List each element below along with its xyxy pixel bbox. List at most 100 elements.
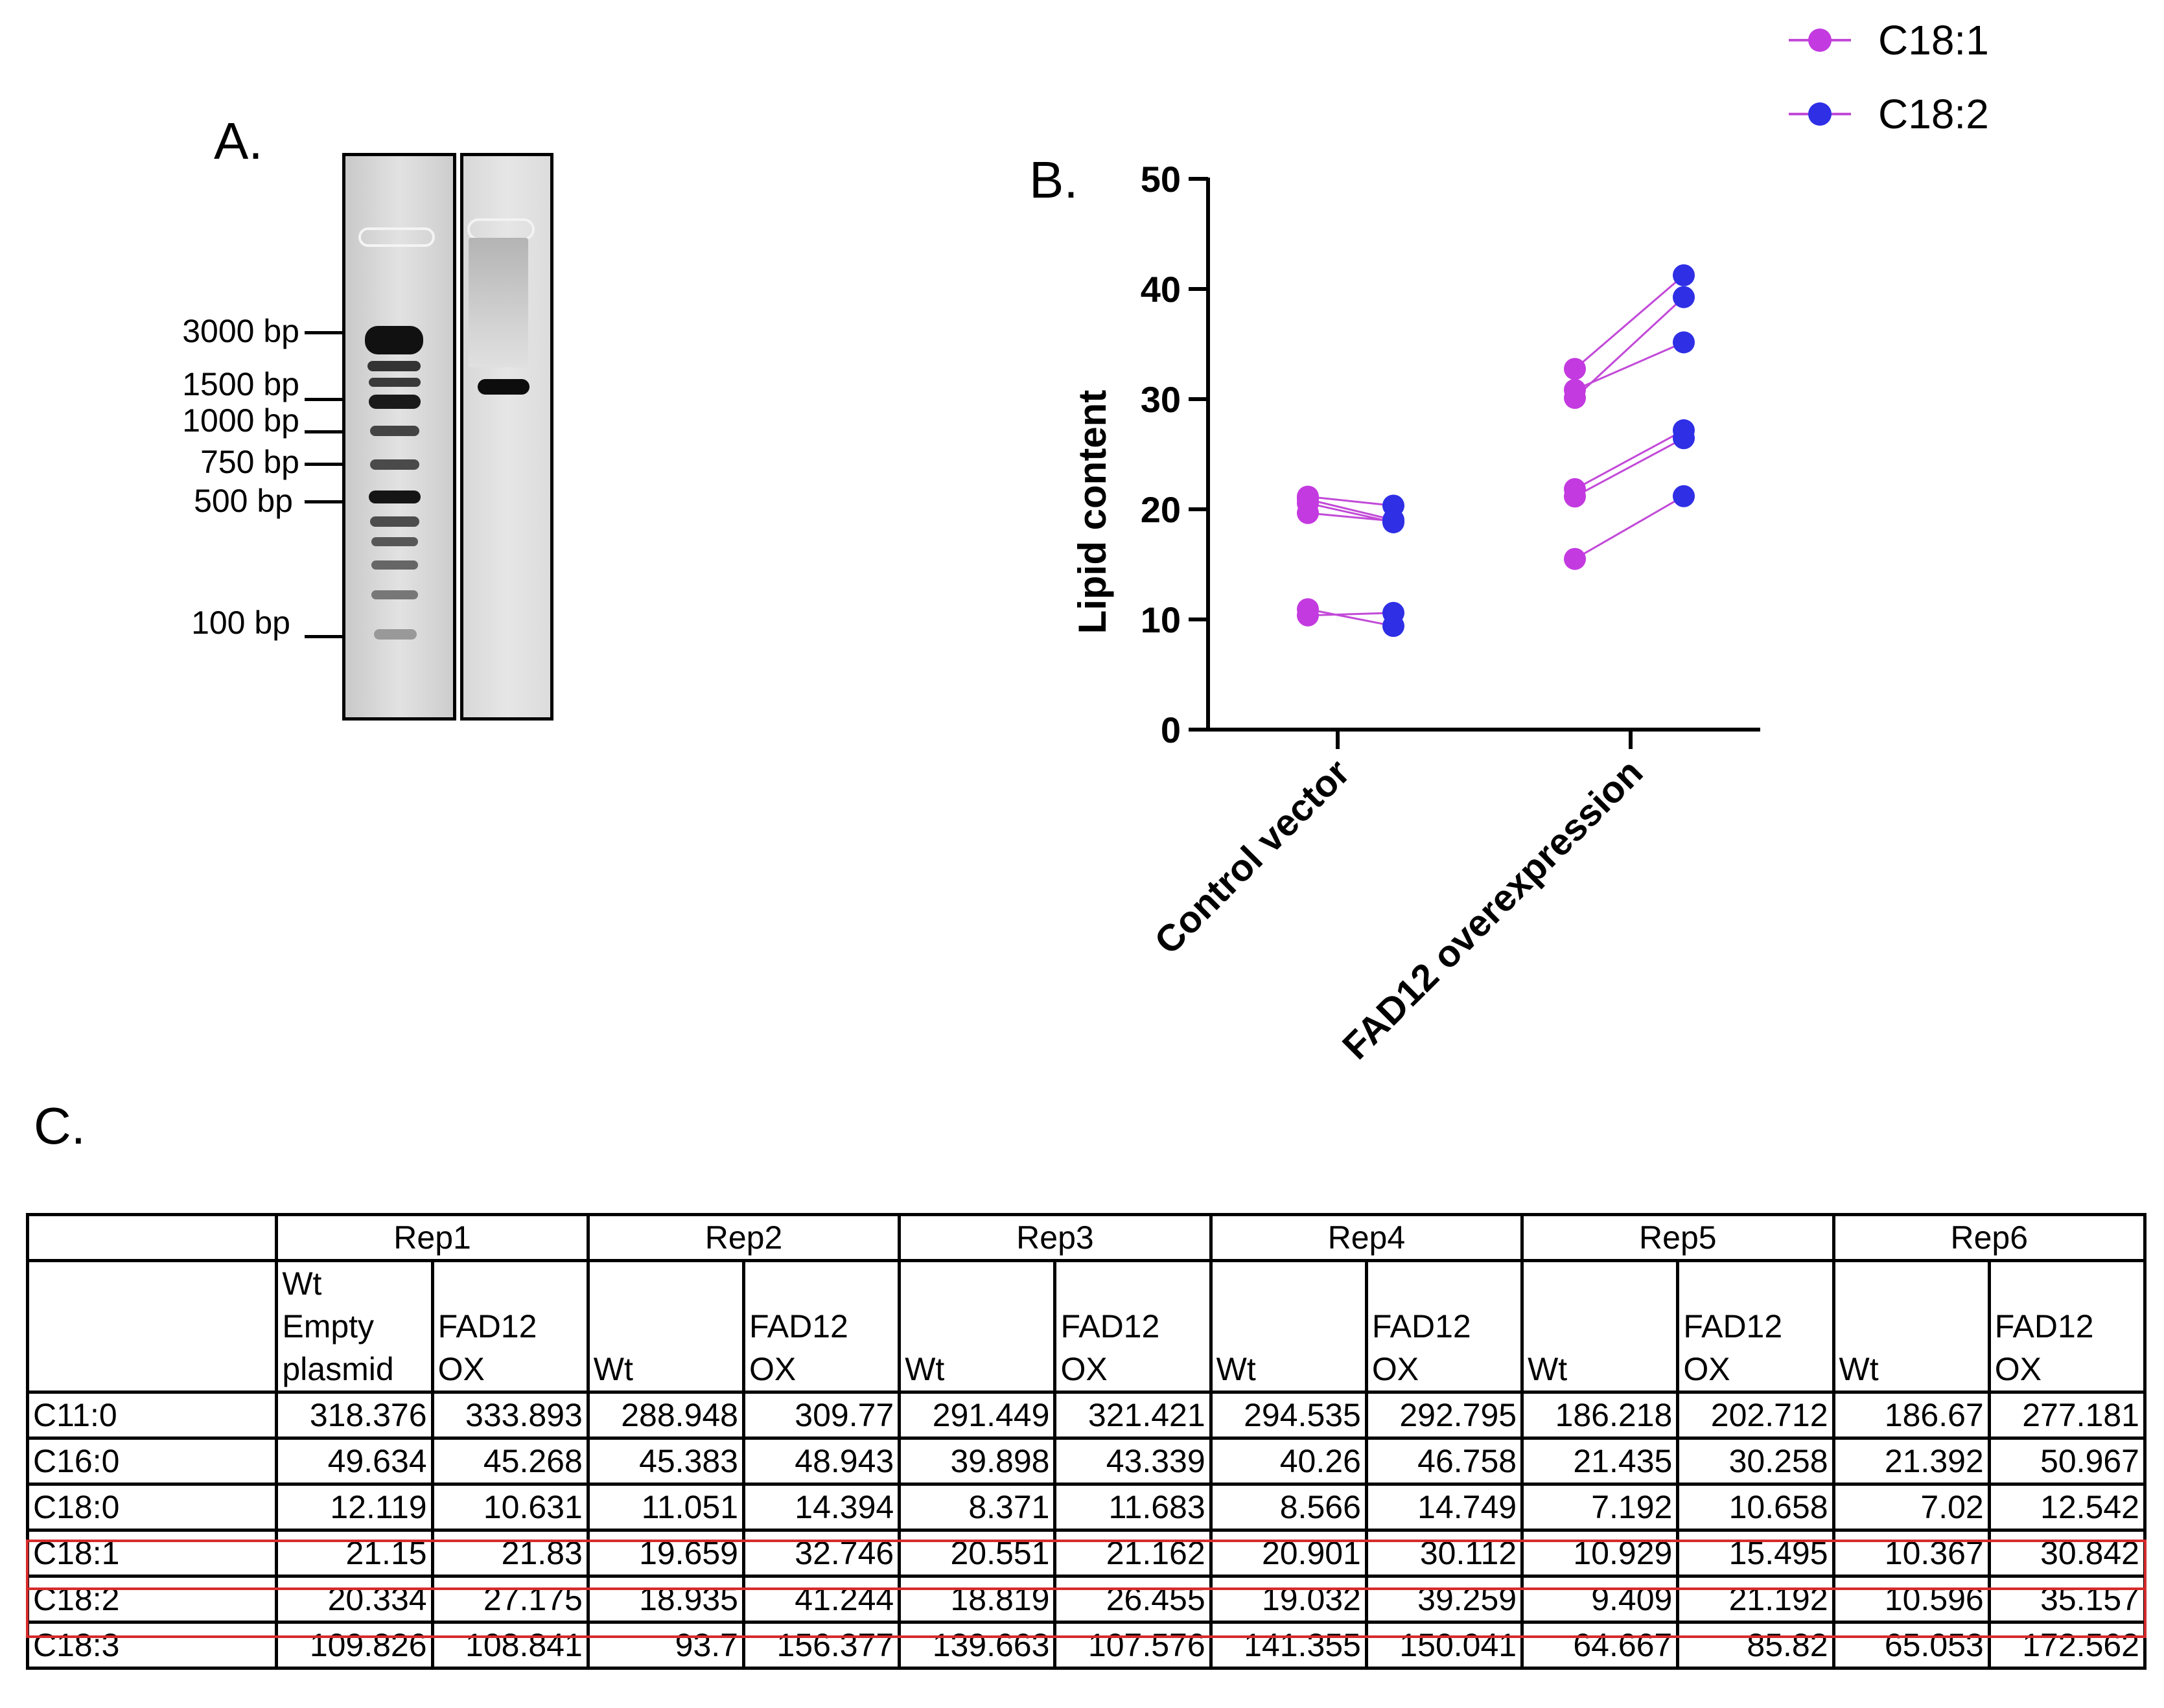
ladder-arrow xyxy=(305,331,343,334)
x-label-control-vector: Control vector xyxy=(1146,751,1358,962)
table-cell: 309.77 xyxy=(741,1391,902,1440)
table-cell: 64.667 xyxy=(1520,1621,1680,1670)
pair-lines xyxy=(1307,274,1685,627)
table-cell: 65.053 xyxy=(1832,1621,1991,1670)
gel-lane-sample xyxy=(460,153,553,721)
row-label: C18:0 xyxy=(25,1483,279,1532)
table-cell: 10.658 xyxy=(1676,1483,1835,1532)
condition-header-row: Wt Empty plasmid FAD12 OX Wt FAD12 OX Wt FAD1… xyxy=(25,1259,2147,1394)
chart-legend: C18:1 C18:2 xyxy=(1789,17,1989,137)
panel-label-b: B. xyxy=(1029,151,1078,209)
panel-label-a: A. xyxy=(214,112,263,170)
pair-line xyxy=(1307,498,1394,521)
y-tick-label: 20 xyxy=(1141,489,1181,530)
table-cell: 8.566 xyxy=(1209,1483,1368,1532)
table-cell: 333.893 xyxy=(430,1391,590,1440)
table-cell: 186.67 xyxy=(1832,1391,1991,1440)
rep-header: Rep6 xyxy=(1832,1213,2147,1262)
table-cell: 19.659 xyxy=(586,1529,746,1578)
y-axis-label: Lipid content xyxy=(1071,390,1114,634)
data-points xyxy=(1297,264,1695,638)
table-cell: 186.218 xyxy=(1520,1391,1680,1440)
table-cell: 150.041 xyxy=(1364,1621,1524,1670)
table-cell: 48.943 xyxy=(741,1437,902,1486)
gel-band xyxy=(369,490,421,503)
table-cell: 14.394 xyxy=(741,1483,902,1532)
point-c18-1 xyxy=(1564,548,1586,570)
ladder-label-1000: 1000 bp xyxy=(182,402,299,439)
ladder-arrow xyxy=(305,398,343,401)
table-cell: 49.634 xyxy=(275,1437,434,1486)
table-cell: 45.383 xyxy=(586,1437,746,1486)
table-cell: 11.051 xyxy=(586,1483,746,1532)
table-cell: 294.535 xyxy=(1209,1391,1368,1440)
table-cell: 107.576 xyxy=(1053,1621,1213,1670)
table-row: C16:0 49.634 45.268 45.383 48.943 39.898 43.33… xyxy=(25,1437,2147,1486)
table-cell: 291.449 xyxy=(898,1391,1057,1440)
table-cell: 39.898 xyxy=(898,1437,1057,1486)
condition-header: FAD12 OX xyxy=(741,1259,902,1394)
table-cell: 21.83 xyxy=(430,1529,590,1578)
pair-line xyxy=(1574,274,1684,370)
rep-header: Rep3 xyxy=(898,1213,1213,1262)
table-cell: 18.935 xyxy=(586,1575,746,1624)
table-cell: 20.334 xyxy=(275,1575,434,1624)
table-cell: 7.02 xyxy=(1832,1483,1991,1532)
condition-header: Wt xyxy=(586,1259,746,1394)
lipid-chart: C18:1 C18:2 0 10 20 30 40 50 Control vectorFAD… xyxy=(1071,17,1989,1067)
pair-line xyxy=(1307,502,1394,524)
y-tick-label: 40 xyxy=(1141,269,1181,310)
y-tick-label: 50 xyxy=(1141,159,1181,200)
pair-line xyxy=(1574,495,1684,560)
table-row: C11:0 318.376 333.893 288.948 309.77 291.449 3… xyxy=(25,1391,2147,1440)
table-cell: 288.948 xyxy=(586,1391,746,1440)
legend-marker-c18-2 xyxy=(1808,102,1832,126)
point-c18-2 xyxy=(1673,264,1695,286)
y-tick-label: 10 xyxy=(1141,599,1181,640)
x-label-fad12-overexpression: FAD12 overexpression xyxy=(1334,751,1651,1067)
table-cell: 156.377 xyxy=(741,1621,902,1670)
gel-band xyxy=(365,326,423,354)
rep-header: Rep1 xyxy=(275,1213,590,1262)
table-cell: 50.967 xyxy=(1987,1437,2147,1486)
table-cell: 40.26 xyxy=(1209,1437,1368,1486)
table-cell: 27.175 xyxy=(430,1575,590,1624)
condition-header: FAD12 OX xyxy=(1987,1259,2147,1394)
legend-marker-c18-1 xyxy=(1808,29,1832,52)
replicate-header-row: Rep1 Rep2 Rep3 Rep4 Rep5 Rep6 xyxy=(25,1213,2147,1262)
table-cell: 30.258 xyxy=(1676,1437,1835,1486)
gel-band xyxy=(370,426,419,436)
table-cell: 14.749 xyxy=(1364,1483,1524,1532)
gel-band xyxy=(371,590,418,599)
table-cell: 15.495 xyxy=(1676,1529,1835,1578)
point-c18-2 xyxy=(1673,485,1695,507)
point-c18-2 xyxy=(1382,601,1404,624)
fatty-acid-table: Rep1 Rep2 Rep3 Rep4 Rep5 Rep6 Wt Empty plasmi… xyxy=(25,1213,2147,1670)
legend-label-c18-2: C18:2 xyxy=(1878,91,1989,137)
table-cell: 11.683 xyxy=(1053,1483,1213,1532)
table-cell: 139.663 xyxy=(898,1621,1057,1670)
table-cell: 10.596 xyxy=(1832,1575,1991,1624)
table-row: C18:0 12.119 10.631 11.051 14.394 8.371 11.683… xyxy=(25,1483,2147,1532)
point-c18-1 xyxy=(1564,485,1586,508)
y-tick-label: 30 xyxy=(1141,379,1181,420)
header-corner xyxy=(25,1213,279,1262)
table-cell: 32.746 xyxy=(741,1529,902,1578)
rep-header: Rep2 xyxy=(586,1213,902,1262)
y-tick-label: 0 xyxy=(1161,710,1181,750)
rep-header: Rep4 xyxy=(1209,1213,1524,1262)
pair-line xyxy=(1574,437,1684,498)
table-cell: 21.392 xyxy=(1832,1437,1991,1486)
table-cell: 43.339 xyxy=(1053,1437,1213,1486)
point-c18-2 xyxy=(1673,286,1695,308)
table-cell: 20.901 xyxy=(1209,1529,1368,1578)
condition-header: Wt xyxy=(898,1259,1057,1394)
table-cell: 19.032 xyxy=(1209,1575,1368,1624)
row-label: C11:0 xyxy=(25,1391,279,1440)
condition-header: Wt xyxy=(1832,1259,1991,1394)
gel-band xyxy=(370,516,419,527)
condition-header: FAD12 OX xyxy=(1053,1259,1213,1394)
gel-smear xyxy=(469,238,528,367)
legend-label-c18-1: C18:1 xyxy=(1878,17,1989,63)
